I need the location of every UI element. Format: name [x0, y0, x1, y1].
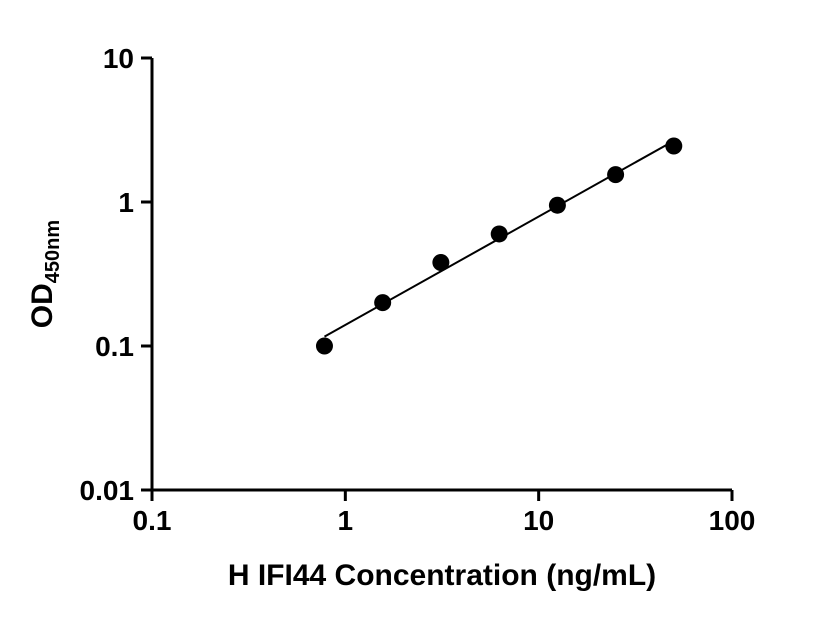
- x-tick-label: 1: [338, 505, 354, 536]
- y-axis-label-sub: 450nm: [42, 220, 64, 283]
- y-axis-label: OD450nm: [26, 220, 64, 328]
- y-tick-label: 10: [103, 43, 134, 74]
- y-tick-label: 0.1: [95, 331, 134, 362]
- axis-spine: [150, 58, 732, 492]
- x-tick-label: 0.1: [133, 505, 172, 536]
- y-tick-label: 1: [118, 187, 134, 218]
- x-tick-label: 100: [709, 505, 756, 536]
- data-point: [374, 294, 392, 312]
- data-point: [548, 196, 566, 214]
- data-series: [315, 137, 683, 355]
- data-point: [607, 166, 625, 184]
- data-point: [490, 225, 508, 243]
- data-point: [665, 137, 683, 155]
- data-point: [432, 254, 450, 272]
- x-tick-label: 10: [523, 505, 554, 536]
- y-axis-label-main: OD: [26, 283, 59, 328]
- data-point: [315, 337, 333, 355]
- y-tick-label: 0.01: [80, 475, 135, 506]
- x-axis-label: H IFI44 Concentration (ng/mL): [228, 559, 656, 592]
